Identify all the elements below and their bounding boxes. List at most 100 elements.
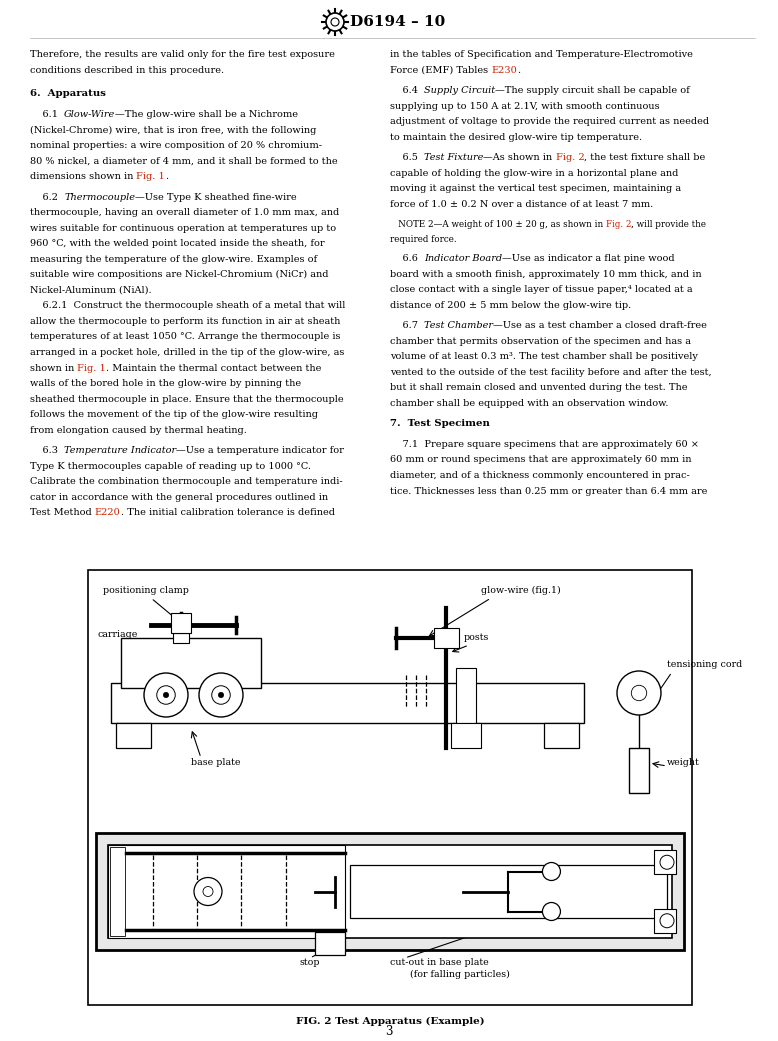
- Bar: [116, 723, 151, 748]
- Text: dimensions shown in: dimensions shown in: [30, 172, 136, 181]
- Text: follows the movement of the tip of the glow-wire resulting: follows the movement of the tip of the g…: [30, 410, 318, 420]
- Bar: [350, 865, 667, 918]
- Text: 60 mm or round specimens that are approximately 60 mm in: 60 mm or round specimens that are approx…: [390, 455, 692, 464]
- Bar: [629, 748, 649, 793]
- Bar: [456, 668, 476, 723]
- Text: Therefore, the results are valid only for the fire test exposure: Therefore, the results are valid only fo…: [30, 50, 335, 59]
- Text: 6.5: 6.5: [390, 153, 424, 162]
- Text: Nickel-Aluminum (NiAl).: Nickel-Aluminum (NiAl).: [30, 286, 152, 295]
- Text: vented to the outside of the test facility before and after the test,: vented to the outside of the test facili…: [390, 367, 712, 377]
- Text: distance of 200 ± 5 mm below the glow-wire tip.: distance of 200 ± 5 mm below the glow-wi…: [390, 301, 631, 310]
- Text: FIG. 2 Test Apparatus (Example): FIG. 2 Test Apparatus (Example): [296, 1017, 485, 1026]
- Bar: [108, 845, 345, 938]
- Text: adjustment of voltage to provide the required current as needed: adjustment of voltage to provide the req…: [390, 117, 709, 126]
- Bar: [111, 683, 584, 723]
- Text: Calibrate the combination thermocouple and temperature indi-: Calibrate the combination thermocouple a…: [30, 478, 342, 486]
- Text: measuring the temperature of the glow-wire. Examples of: measuring the temperature of the glow-wi…: [30, 255, 317, 263]
- Circle shape: [660, 914, 674, 928]
- Text: —The supply circuit shall be capable of: —The supply circuit shall be capable of: [496, 86, 690, 95]
- Text: volume of at least 0.3 m³. The test chamber shall be positively: volume of at least 0.3 m³. The test cham…: [390, 352, 698, 361]
- Text: suitable wire compositions are Nickel-Chromium (NiCr) and: suitable wire compositions are Nickel-Ch…: [30, 271, 328, 279]
- Text: , the test fixture shall be: , the test fixture shall be: [584, 153, 706, 162]
- Text: to maintain the desired glow-wire tip temperature.: to maintain the desired glow-wire tip te…: [390, 132, 642, 142]
- Bar: [110, 847, 125, 936]
- Circle shape: [542, 903, 560, 920]
- Text: —Use as indicator a flat pine wood: —Use as indicator a flat pine wood: [503, 254, 675, 263]
- Text: Supply Circuit: Supply Circuit: [424, 86, 496, 95]
- Text: Fig. 2: Fig. 2: [555, 153, 584, 162]
- Text: Fig. 2: Fig. 2: [606, 220, 632, 229]
- Text: Test Method: Test Method: [30, 508, 95, 517]
- Text: 960 °C, with the welded point located inside the sheath, for: 960 °C, with the welded point located in…: [30, 239, 324, 248]
- Bar: [121, 638, 261, 688]
- Text: 6.2.1  Construct the thermocouple sheath of a metal that will: 6.2.1 Construct the thermocouple sheath …: [30, 302, 345, 310]
- Text: Thermocouple: Thermocouple: [65, 193, 135, 202]
- Text: Test Chamber: Test Chamber: [424, 322, 493, 330]
- Text: .: .: [165, 172, 168, 181]
- Text: base plate: base plate: [191, 758, 240, 767]
- Bar: [88, 570, 692, 1005]
- Text: diameter, and of a thickness commonly encountered in prac-: diameter, and of a thickness commonly en…: [390, 471, 690, 480]
- Circle shape: [617, 671, 661, 715]
- Circle shape: [194, 878, 222, 906]
- Text: from elongation caused by thermal heating.: from elongation caused by thermal heatin…: [30, 426, 247, 435]
- Text: Fig. 1: Fig. 1: [77, 363, 106, 373]
- Bar: [434, 628, 459, 648]
- Text: 6.1: 6.1: [30, 110, 65, 119]
- Text: but it shall remain closed and unvented during the test. The: but it shall remain closed and unvented …: [390, 383, 688, 392]
- Text: .: .: [517, 66, 520, 75]
- Text: thermocouple, having an overall diameter of 1.0 mm max, and: thermocouple, having an overall diameter…: [30, 208, 339, 218]
- Text: 6.3: 6.3: [30, 447, 65, 455]
- Text: 7.1  Prepare square specimens that are approximately 60 ×: 7.1 Prepare square specimens that are ap…: [390, 440, 699, 449]
- Text: —Use a temperature indicator for: —Use a temperature indicator for: [177, 447, 344, 455]
- Text: posts: posts: [464, 633, 489, 642]
- Text: wires suitable for continuous operation at temperatures up to: wires suitable for continuous operation …: [30, 224, 336, 232]
- Text: arranged in a pocket hole, drilled in the tip of the glow-wire, as: arranged in a pocket hole, drilled in th…: [30, 348, 345, 357]
- Text: nominal properties: a wire composition of 20 % chromium-: nominal properties: a wire composition o…: [30, 141, 322, 150]
- Text: (Nickel-Chrome) wire, that is iron free, with the following: (Nickel-Chrome) wire, that is iron free,…: [30, 125, 317, 134]
- Text: chamber shall be equipped with an observation window.: chamber shall be equipped with an observ…: [390, 399, 668, 408]
- Text: in the tables of Specification and Temperature-Electromotive: in the tables of Specification and Tempe…: [390, 50, 693, 59]
- Text: , will provide the: , will provide the: [632, 220, 706, 229]
- Text: —Use as a test chamber a closed draft-free: —Use as a test chamber a closed draft-fr…: [493, 322, 707, 330]
- Text: . The initial calibration tolerance is defined: . The initial calibration tolerance is d…: [121, 508, 335, 517]
- Text: Type K thermocouples capable of reading up to 1000 °C.: Type K thermocouples capable of reading …: [30, 462, 311, 471]
- Text: cator in accordance with the general procedures outlined in: cator in accordance with the general pro…: [30, 493, 328, 502]
- Text: stop: stop: [300, 958, 320, 967]
- Text: Glow-Wire: Glow-Wire: [65, 110, 115, 119]
- Text: E230: E230: [491, 66, 517, 75]
- Bar: [171, 613, 191, 633]
- Text: carriage: carriage: [98, 630, 138, 639]
- Circle shape: [660, 856, 674, 869]
- Text: 6.2: 6.2: [30, 193, 65, 202]
- Text: Fig. 1: Fig. 1: [136, 172, 165, 181]
- Text: NOTE 2—A weight of 100 ± 20 g, as shown in: NOTE 2—A weight of 100 ± 20 g, as shown …: [390, 220, 606, 229]
- Text: conditions described in this procedure.: conditions described in this procedure.: [30, 66, 224, 75]
- Text: Test Fixture: Test Fixture: [424, 153, 483, 162]
- Text: positioning clamp: positioning clamp: [103, 586, 189, 595]
- Text: chamber that permits observation of the specimen and has a: chamber that permits observation of the …: [390, 337, 691, 346]
- Text: Indicator Board: Indicator Board: [424, 254, 503, 263]
- Text: walls of the bored hole in the glow-wire by pinning the: walls of the bored hole in the glow-wire…: [30, 379, 301, 388]
- Bar: [654, 909, 676, 933]
- Text: cut-out in base plate: cut-out in base plate: [390, 958, 489, 967]
- Circle shape: [542, 863, 560, 881]
- Text: 6.7: 6.7: [390, 322, 424, 330]
- Text: force of 1.0 ± 0.2 N over a distance of at least 7 mm.: force of 1.0 ± 0.2 N over a distance of …: [390, 200, 654, 209]
- Text: 7.  Test Specimen: 7. Test Specimen: [390, 420, 490, 429]
- Text: sheathed thermocouple in place. Ensure that the thermocouple: sheathed thermocouple in place. Ensure t…: [30, 395, 344, 404]
- Circle shape: [144, 672, 188, 717]
- Bar: [654, 850, 676, 874]
- Text: temperatures of at least 1050 °C. Arrange the thermocouple is: temperatures of at least 1050 °C. Arrang…: [30, 332, 341, 341]
- Text: —Use Type K sheathed fine-wire: —Use Type K sheathed fine-wire: [135, 193, 297, 202]
- Text: 6.6: 6.6: [390, 254, 424, 263]
- Text: 80 % nickel, a diameter of 4 mm, and it shall be formed to the: 80 % nickel, a diameter of 4 mm, and it …: [30, 156, 338, 166]
- Text: 6.4: 6.4: [390, 86, 424, 95]
- Text: E220: E220: [95, 508, 121, 517]
- Text: board with a smooth finish, approximately 10 mm thick, and in: board with a smooth finish, approximatel…: [390, 270, 702, 279]
- Circle shape: [219, 692, 223, 697]
- Bar: [108, 845, 672, 938]
- Text: 6.  Apparatus: 6. Apparatus: [30, 90, 106, 99]
- Bar: [96, 833, 684, 950]
- Circle shape: [326, 12, 344, 31]
